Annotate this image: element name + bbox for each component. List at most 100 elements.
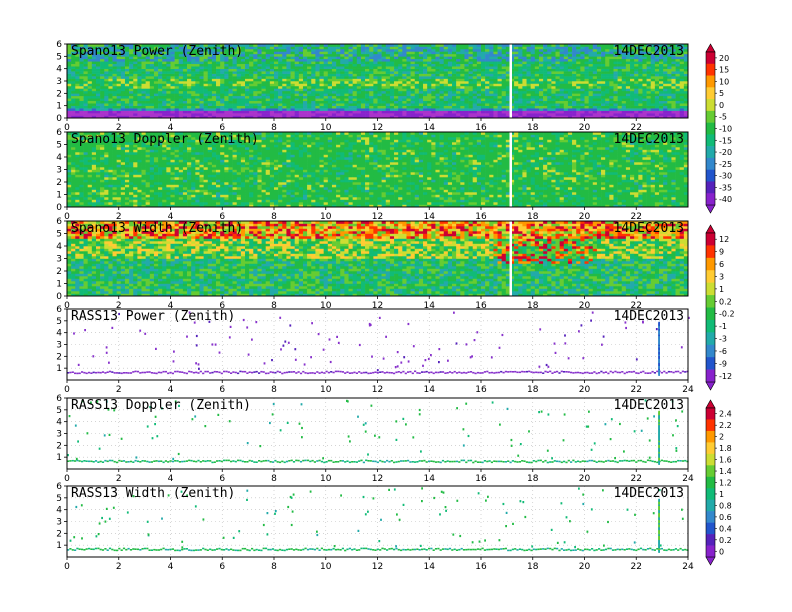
heatmap-cell (423, 115, 428, 119)
heatmap-cell (671, 85, 676, 89)
heatmap-cell (257, 93, 262, 97)
heatmap-cell (331, 53, 337, 57)
heatmap-cell (418, 81, 424, 84)
heatmap-cell (120, 177, 126, 180)
heatmap-cell (638, 61, 643, 65)
heatmap-cell (642, 85, 647, 89)
heatmap-cell (514, 44, 519, 47)
heatmap-cell (447, 105, 453, 109)
heatmap-cell (274, 93, 279, 97)
heatmap-cell (538, 83, 544, 87)
heatmap-cell (489, 85, 494, 89)
heatmap-cell (195, 66, 200, 69)
heatmap-cell (613, 103, 618, 106)
heatmap-cell (108, 172, 113, 175)
heatmap-cell (174, 90, 180, 94)
heatmap-cell (406, 105, 411, 109)
heatmap-cell (547, 61, 552, 65)
heatmap-cell (447, 46, 453, 50)
heatmap-cell (642, 61, 647, 65)
heatmap-cell (418, 56, 424, 60)
heatmap-cell (592, 61, 598, 65)
heatmap-cell (452, 108, 457, 111)
heatmap-cell (249, 53, 254, 57)
heatmap-cell (79, 73, 84, 77)
heatmap-cell (87, 105, 93, 109)
heatmap-cell (278, 51, 283, 55)
heatmap-cell (514, 71, 519, 74)
heatmap-cell (195, 83, 200, 87)
heatmap-cell (249, 108, 254, 111)
heatmap-cell (87, 142, 93, 145)
heatmap-cell (414, 110, 420, 114)
heatmap-cell (497, 110, 502, 114)
heatmap-cell (497, 93, 502, 97)
heatmap-cell (158, 108, 163, 111)
heatmap-cell (402, 100, 407, 104)
y-tick-label: 5 (56, 52, 62, 62)
heatmap-cell (261, 51, 267, 55)
heatmap-cell (630, 51, 635, 55)
heatmap-cell (323, 100, 329, 104)
heatmap-cell (543, 81, 548, 84)
heatmap-cell (497, 78, 502, 82)
heatmap-cell (124, 73, 130, 77)
heatmap-cell (543, 115, 548, 119)
heatmap-cell (162, 66, 167, 69)
heatmap-cell (87, 115, 93, 119)
heatmap-cell (319, 66, 324, 69)
heatmap-cell (133, 48, 138, 52)
heatmap-cell (588, 44, 594, 47)
heatmap-cell (431, 56, 436, 60)
heatmap-cell (580, 58, 585, 62)
heatmap-cell (481, 44, 486, 47)
heatmap-cell (269, 88, 275, 92)
heatmap-cell (71, 137, 76, 140)
heatmap-cell (153, 100, 159, 104)
heatmap-cell (646, 71, 652, 74)
heatmap-cell (104, 110, 109, 114)
heatmap-cell (207, 85, 213, 89)
heatmap-cell (87, 167, 93, 170)
heatmap-cell (290, 110, 295, 114)
heatmap-cell (613, 44, 618, 47)
heatmap-cell (195, 88, 200, 92)
heatmap-cell (452, 103, 457, 106)
heatmap-cell (659, 90, 664, 94)
heatmap-cell (207, 76, 213, 79)
heatmap-cell (356, 68, 362, 72)
heatmap-cell (178, 51, 184, 55)
heatmap-cell (538, 105, 544, 109)
heatmap-cell (211, 66, 217, 69)
heatmap-cell (596, 63, 602, 67)
heatmap-cell (71, 88, 76, 92)
heatmap-cell (249, 66, 254, 69)
heatmap-cell (659, 58, 664, 62)
heatmap-cell (601, 63, 606, 67)
heatmap-cell (646, 44, 652, 47)
heatmap-cell (182, 76, 188, 79)
heatmap-cell (472, 110, 478, 114)
heatmap-cell (124, 132, 130, 135)
heatmap-cell (514, 66, 519, 69)
heatmap-cell (638, 51, 643, 55)
heatmap-cell (331, 51, 337, 55)
heatmap-cell (406, 95, 411, 99)
heatmap-cell (95, 76, 101, 79)
heatmap-cell (340, 71, 345, 74)
heatmap-cell (67, 44, 72, 47)
heatmap-cell (75, 115, 80, 119)
heatmap-cell (124, 134, 130, 138)
heatmap-cell (100, 73, 105, 77)
heatmap-cell (526, 85, 531, 89)
heatmap-cell (220, 93, 225, 97)
heatmap-cell (253, 61, 258, 65)
heatmap-cell (667, 46, 672, 50)
heatmap-cell (158, 76, 163, 79)
heatmap-cell (630, 81, 635, 84)
heatmap-cell (592, 115, 598, 119)
heatmap-cell (104, 71, 109, 74)
heatmap-cell (443, 108, 449, 111)
heatmap-cell (534, 115, 540, 119)
heatmap-cell (348, 58, 353, 62)
